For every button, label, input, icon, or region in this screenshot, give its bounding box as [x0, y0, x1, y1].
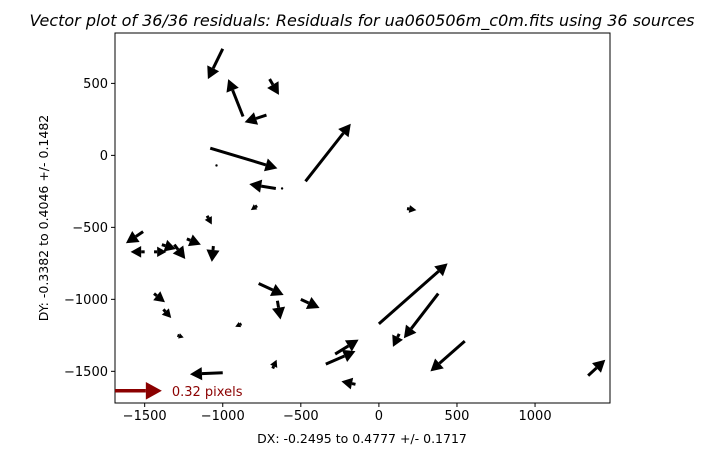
x-axis-ticks: −1500 −1000 −500 0 500 1000	[123, 403, 552, 424]
reference-label: 0.32 pixels	[172, 385, 243, 400]
y-axis-label: DY: -0.3382 to 0.4046 +/- 0.1482	[36, 115, 51, 321]
x-tick-label: 500	[445, 409, 470, 424]
vector-21-shaft	[163, 309, 165, 311]
x-tick-label: −500	[283, 409, 319, 424]
vector-6	[215, 164, 217, 166]
vector-13-shaft	[207, 216, 208, 218]
vector-26-shaft	[240, 324, 242, 325]
chart-title: Vector plot of 36/36 residuals: Residual…	[29, 11, 694, 31]
x-tick-label: −1500	[123, 409, 167, 424]
plot-frame	[115, 33, 610, 403]
y-axis-ticks: −1500 −1000 −500 0 500	[64, 77, 115, 380]
vector-28-shaft	[202, 373, 223, 374]
x-tick-label: 0	[375, 409, 383, 424]
y-tick-label: 500	[83, 77, 108, 92]
x-tick-label: 1000	[519, 409, 552, 424]
vector-22-shaft	[177, 335, 179, 336]
vector-20-shaft	[154, 294, 157, 296]
vector-31-shaft	[352, 384, 356, 385]
vector-8-dot	[281, 187, 283, 189]
plot-area: 0.32 pixels	[115, 33, 610, 403]
y-tick-label: −1500	[64, 365, 108, 380]
vector-27-shaft	[273, 366, 274, 368]
y-tick-label: −500	[72, 221, 108, 236]
x-tick-label: −1000	[201, 409, 245, 424]
vector-34-shaft	[398, 334, 400, 337]
vector-6-dot	[215, 164, 217, 166]
vector-8	[281, 187, 283, 189]
vector-24-shaft	[277, 301, 278, 308]
vector-10-shaft	[256, 206, 258, 207]
vector-14-shaft	[187, 239, 191, 240]
vector-18-shaft	[162, 245, 166, 246]
y-tick-label: −1000	[64, 293, 108, 308]
y-tick-label: 0	[100, 149, 108, 164]
x-axis-label: DX: -0.2495 to 0.4777 +/- 0.1717	[257, 431, 467, 446]
